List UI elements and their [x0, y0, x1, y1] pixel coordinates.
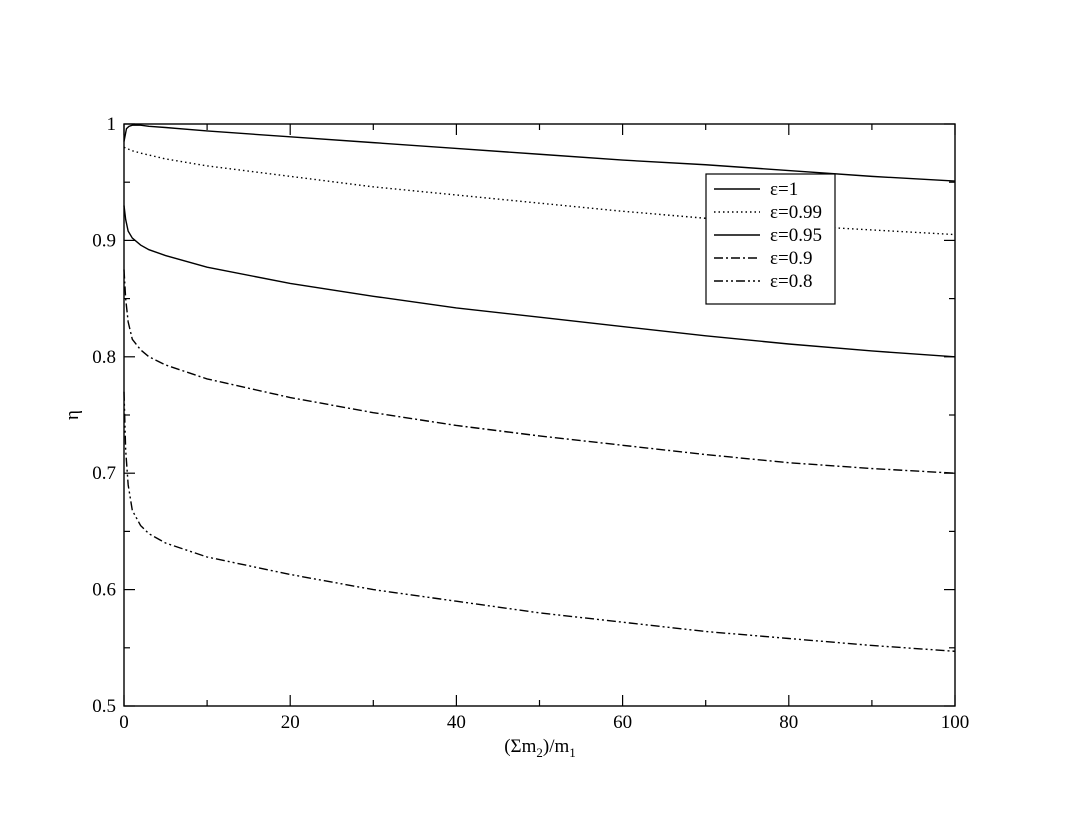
x-axis-title-sub2: 1	[569, 745, 576, 760]
x-tick-label: 20	[281, 712, 300, 733]
y-tick-label: 0.7	[92, 463, 116, 484]
y-tick-label: 0.9	[92, 230, 116, 251]
y-tick-label: 0.8	[92, 347, 116, 368]
x-axis-title-pre: (Σm	[504, 736, 536, 757]
series-lines	[123, 124, 956, 652]
x-tick-label: 0	[119, 712, 129, 733]
legend: ε=1ε=0.99ε=0.95ε=0.9ε=0.8	[705, 173, 836, 305]
legend-label: ε=0.95	[770, 225, 822, 246]
series-line-4	[123, 269, 956, 474]
legend-box	[705, 173, 836, 305]
series-line-1	[123, 124, 956, 182]
legend-label: ε=1	[770, 179, 798, 200]
x-tick-label: 40	[447, 712, 466, 733]
axis-tick-labels: 0 20 40 60 80 100 0.5 0.6 0.7 0.8 0.9 1	[92, 114, 969, 733]
x-tick-label: 80	[779, 712, 798, 733]
y-tick-label: 0.6	[92, 580, 116, 601]
y-axis-title: η	[62, 410, 83, 420]
x-axis-title: (Σm2)/m1	[504, 736, 576, 760]
series-line-3	[123, 205, 956, 358]
series-line-5	[123, 391, 956, 652]
legend-label: ε=0.8	[770, 271, 812, 292]
axis-ticks	[123, 123, 956, 707]
legend-label: ε=0.99	[770, 202, 822, 223]
x-tick-label: 100	[941, 712, 970, 733]
y-tick-label: 1	[107, 114, 117, 135]
y-tick-label: 0.5	[92, 696, 116, 717]
x-axis-title-sub1: 2	[536, 745, 543, 760]
legend-label: ε=0.9	[770, 248, 812, 269]
x-axis-title-mid: )/m	[543, 736, 570, 757]
x-tick-label: 60	[613, 712, 632, 733]
